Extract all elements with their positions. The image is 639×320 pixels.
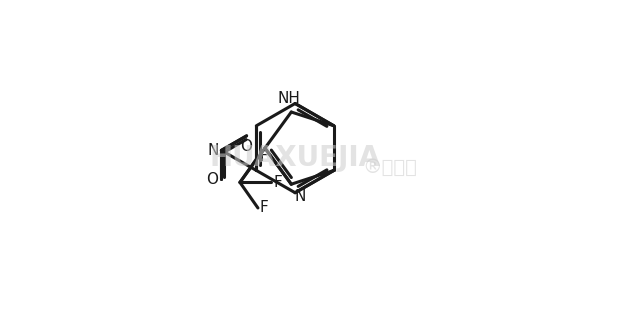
Text: N: N bbox=[207, 143, 219, 158]
Text: F: F bbox=[260, 200, 268, 215]
Text: HUAXUEJIA: HUAXUEJIA bbox=[210, 144, 381, 172]
Text: N: N bbox=[295, 189, 305, 204]
Text: F: F bbox=[260, 149, 268, 164]
Text: NH: NH bbox=[278, 91, 301, 106]
Text: F: F bbox=[273, 175, 282, 190]
Text: ®化学加: ®化学加 bbox=[362, 158, 417, 177]
Text: O: O bbox=[241, 139, 252, 154]
Text: O: O bbox=[206, 172, 219, 187]
